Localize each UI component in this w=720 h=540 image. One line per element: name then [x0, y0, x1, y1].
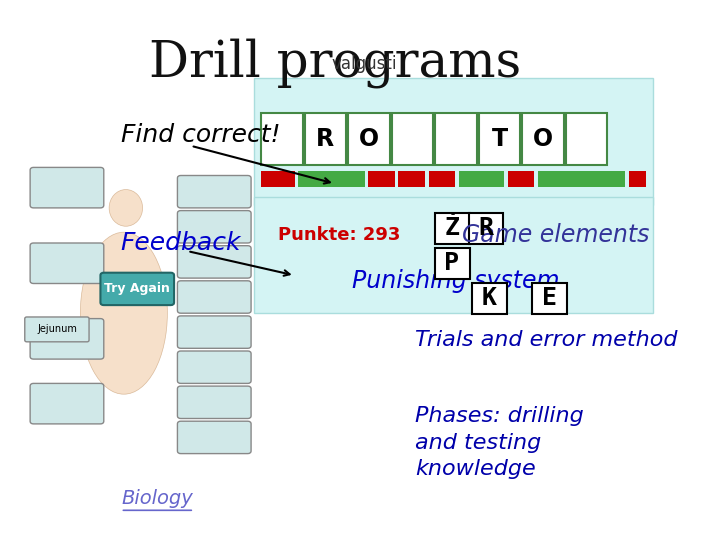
Text: Punishing system: Punishing system	[351, 269, 559, 293]
FancyBboxPatch shape	[435, 248, 470, 279]
Text: Game elements: Game elements	[462, 223, 649, 247]
FancyBboxPatch shape	[30, 383, 104, 424]
Text: E: E	[541, 286, 557, 310]
FancyBboxPatch shape	[392, 113, 433, 165]
FancyBboxPatch shape	[538, 171, 625, 187]
FancyBboxPatch shape	[629, 171, 646, 187]
Text: O: O	[533, 127, 553, 151]
Text: K: K	[481, 286, 496, 310]
Text: P: P	[444, 251, 459, 275]
Text: Jejunum: Jejunum	[37, 325, 77, 334]
FancyBboxPatch shape	[177, 386, 251, 418]
FancyBboxPatch shape	[472, 283, 507, 314]
FancyBboxPatch shape	[566, 113, 607, 165]
FancyBboxPatch shape	[30, 167, 104, 208]
Text: R: R	[316, 127, 335, 151]
Text: valgusti: valgusti	[331, 55, 397, 73]
FancyBboxPatch shape	[177, 351, 251, 383]
FancyBboxPatch shape	[298, 171, 365, 187]
FancyBboxPatch shape	[532, 283, 567, 314]
FancyBboxPatch shape	[24, 317, 89, 342]
FancyBboxPatch shape	[177, 421, 251, 454]
Text: Drill programs: Drill programs	[148, 38, 521, 88]
FancyBboxPatch shape	[254, 197, 653, 313]
FancyBboxPatch shape	[348, 113, 390, 165]
FancyBboxPatch shape	[398, 171, 425, 187]
FancyBboxPatch shape	[479, 113, 521, 165]
Text: Punkte: 293: Punkte: 293	[278, 226, 400, 244]
FancyBboxPatch shape	[30, 243, 104, 284]
Text: O: O	[359, 127, 379, 151]
FancyBboxPatch shape	[177, 211, 251, 243]
FancyBboxPatch shape	[435, 213, 470, 244]
Text: R: R	[478, 216, 493, 240]
Text: Try Again: Try Again	[104, 282, 170, 295]
Text: Feedback: Feedback	[120, 231, 241, 255]
Text: T: T	[492, 127, 508, 151]
Text: Find correct!: Find correct!	[120, 123, 280, 147]
FancyBboxPatch shape	[368, 171, 395, 187]
Ellipse shape	[109, 190, 143, 226]
FancyBboxPatch shape	[177, 246, 251, 278]
FancyBboxPatch shape	[305, 113, 346, 165]
FancyBboxPatch shape	[469, 213, 503, 244]
FancyBboxPatch shape	[177, 281, 251, 313]
Text: Biology: Biology	[122, 489, 193, 508]
FancyBboxPatch shape	[435, 113, 477, 165]
FancyBboxPatch shape	[261, 171, 294, 187]
FancyBboxPatch shape	[100, 273, 174, 305]
FancyBboxPatch shape	[508, 171, 534, 187]
FancyBboxPatch shape	[459, 171, 504, 187]
Ellipse shape	[81, 232, 167, 394]
Text: Phases: drilling
and testing
knowledge: Phases: drilling and testing knowledge	[415, 407, 584, 479]
Text: Trials and error method: Trials and error method	[415, 330, 678, 350]
FancyBboxPatch shape	[177, 316, 251, 348]
FancyBboxPatch shape	[254, 78, 653, 205]
Text: Ż: Ż	[444, 216, 459, 240]
FancyBboxPatch shape	[522, 113, 564, 165]
FancyBboxPatch shape	[177, 176, 251, 208]
FancyBboxPatch shape	[30, 319, 104, 359]
FancyBboxPatch shape	[261, 113, 302, 165]
FancyBboxPatch shape	[428, 171, 455, 187]
